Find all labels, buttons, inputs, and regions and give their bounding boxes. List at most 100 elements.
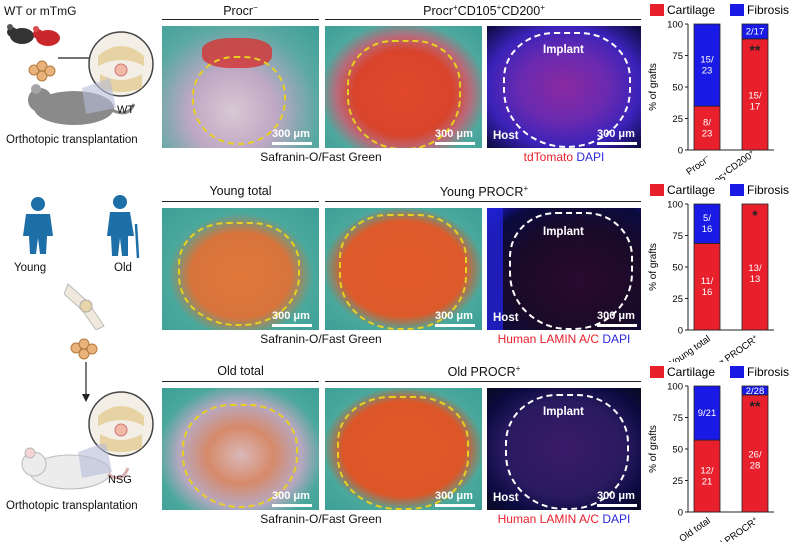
mouse-strain-label: WT or mTmG xyxy=(4,4,77,18)
stain-caption: Safranin-O/Fast Green xyxy=(260,512,382,526)
legend-swatch xyxy=(650,366,664,378)
row3-rule-right xyxy=(325,381,641,382)
host-label: Host xyxy=(493,130,519,142)
data-label: 5/ xyxy=(703,213,711,224)
donor-mice-icon xyxy=(7,24,60,46)
category-label: Procr− xyxy=(684,153,712,177)
y-tick-label: 50 xyxy=(672,445,683,456)
legend-swatch xyxy=(650,184,664,196)
chart-procr: Cartilage Fibrosis 0 25 50 75 100 % of grafts 8/… xyxy=(648,3,789,180)
cell-cluster-icon xyxy=(28,55,100,82)
row1-rule-right xyxy=(325,19,641,20)
row2-header-right: Young PROCR+ xyxy=(439,184,529,200)
data-label: 13 xyxy=(750,274,761,285)
scale-label: 300 μm xyxy=(435,128,473,140)
legend-swatch xyxy=(650,4,664,16)
transplant-caption-2: Orthotopic transplantation xyxy=(6,500,138,512)
data-label: 2/28 xyxy=(746,386,765,397)
histology-image-old-total: 300 μm xyxy=(162,388,319,510)
chart-legend: Cartilage Fibrosis xyxy=(650,183,789,197)
histology-image-old-procr: 300 μm xyxy=(325,388,482,510)
legend-label: Fibrosis xyxy=(747,3,789,17)
histology-image-procr-pos: 300 μm xyxy=(325,26,482,148)
scale-label: 300 μm xyxy=(272,490,310,502)
scale-bar xyxy=(272,142,312,145)
data-label: 2/17 xyxy=(746,26,765,37)
chart-legend: Cartilage Fibrosis xyxy=(650,365,789,379)
legend-swatch xyxy=(730,4,744,16)
row3-rule-left xyxy=(162,381,319,382)
y-tick-label: 75 xyxy=(672,413,683,424)
data-label: 21 xyxy=(702,477,713,488)
bar-segment xyxy=(741,38,769,151)
fluorescence-image-tdtomato: Implant Host 300 μm xyxy=(487,26,641,148)
host-label: Host xyxy=(493,492,519,504)
transplant-caption: Orthotopic transplantation xyxy=(6,134,138,146)
implant-label: Implant xyxy=(543,226,584,238)
fluor-caption: Human LAMIN A/C DAPI xyxy=(497,512,631,526)
scale-label: 300 μm xyxy=(597,128,635,140)
data-label: 26/ xyxy=(748,449,762,460)
bar-segment xyxy=(741,394,769,513)
y-axis-label: % of grafts xyxy=(648,63,659,111)
histology-image-young-procr: 300 μm xyxy=(325,208,482,330)
scale-bar xyxy=(597,324,637,327)
data-label: 23 xyxy=(702,66,713,77)
old-person-icon xyxy=(107,195,140,259)
scale-bar xyxy=(597,504,637,507)
data-label: 23 xyxy=(702,129,713,140)
y-tick-label: 100 xyxy=(667,382,683,393)
bar-segment xyxy=(741,385,769,396)
nsg-host-label: NSG xyxy=(108,474,132,486)
category-label: Young total xyxy=(668,333,713,362)
category-label: Procr+CD105+CD200+ xyxy=(674,149,761,180)
row2-rule-right xyxy=(325,201,641,202)
scale-bar xyxy=(435,324,475,327)
implant-label: Implant xyxy=(543,44,584,56)
row1-header-right: Procr+CD105+CD200+ xyxy=(423,3,545,19)
y-tick-label: 25 xyxy=(672,294,683,305)
stain-caption: Safranin-O/Fast Green xyxy=(260,332,382,346)
young-label: Young xyxy=(14,262,47,274)
data-label: 11/ xyxy=(701,276,714,287)
category-label: Old total xyxy=(677,515,712,542)
old-label: Old xyxy=(114,262,132,274)
data-label: 13/ xyxy=(748,263,762,274)
host-label: Host xyxy=(493,312,519,324)
row2-header-left: Young total xyxy=(209,184,272,198)
y-tick-label: 25 xyxy=(672,476,683,487)
nsg-mouse-icon xyxy=(21,444,130,490)
y-axis-label: % of grafts xyxy=(648,243,659,291)
fluorescence-image-lamin-old: Implant Host 300 μm xyxy=(487,388,641,510)
data-label: 12/ xyxy=(700,466,714,477)
stain-caption: Safranin-O/Fast Green xyxy=(260,150,382,164)
scale-bar xyxy=(597,142,637,145)
y-tick-label: 50 xyxy=(672,263,683,274)
legend-swatch xyxy=(730,184,744,196)
legend-swatch xyxy=(730,366,744,378)
fluor-caption: Human LAMIN A/C DAPI xyxy=(497,332,631,346)
y-tick-label: 0 xyxy=(678,326,683,337)
recipient-mouse-icon xyxy=(28,78,136,125)
legend-label: Cartilage xyxy=(667,3,715,17)
data-label: 15/ xyxy=(748,90,762,101)
row3-header-right: Old PROCR+ xyxy=(447,364,521,380)
histology-image-procr-neg: 300 μm xyxy=(162,26,319,148)
significance-label: * xyxy=(752,207,758,223)
chart-old: Cartilage Fibrosis 0 25 50 75 100 % of grafts 12… xyxy=(648,365,789,542)
bar-segment xyxy=(741,203,769,331)
fluorescence-image-lamin-young: Implant Host 300 μm xyxy=(487,208,641,330)
fluor-caption: tdTomato DAPI xyxy=(523,150,605,164)
data-label: 15/ xyxy=(700,55,714,66)
scale-label: 300 μm xyxy=(435,310,473,322)
chart-legend: Cartilage Fibrosis xyxy=(650,3,789,17)
host-strain-label: WT xyxy=(117,104,135,116)
scale-label: 300 μm xyxy=(597,490,635,502)
y-tick-label: 50 xyxy=(672,83,683,94)
bar-segment xyxy=(693,203,721,244)
down-arrow-icon xyxy=(82,362,90,402)
scale-bar xyxy=(272,324,312,327)
y-tick-label: 25 xyxy=(672,114,683,125)
bar-segment xyxy=(693,385,721,441)
legend-label: Fibrosis xyxy=(747,183,789,197)
